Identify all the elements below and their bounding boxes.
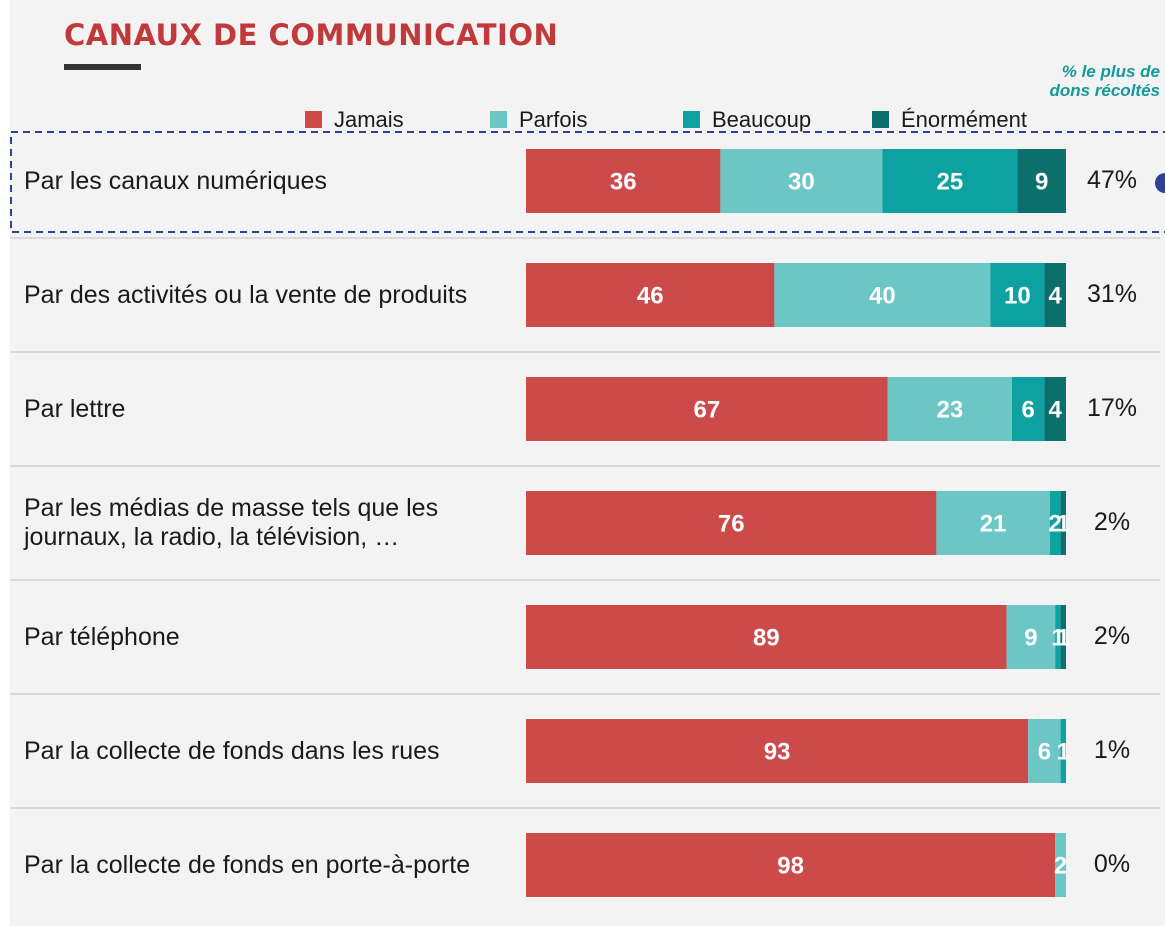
bar-segment — [1060, 605, 1066, 669]
legend-label: Jamais — [334, 107, 404, 132]
bar-segment — [887, 377, 1012, 441]
bar-value-label: 30 — [788, 168, 815, 195]
bar-value-label: 1 — [1057, 624, 1070, 651]
bar-segment — [720, 149, 883, 213]
bar-segment — [1028, 719, 1061, 783]
bar-value-label: 36 — [610, 168, 637, 195]
bar-segment — [1012, 377, 1045, 441]
share-label: 31% — [1086, 280, 1138, 308]
legend-label: Énormément — [901, 107, 1027, 132]
bar-value-label: 76 — [718, 510, 745, 537]
bar-value-label: 23 — [937, 396, 964, 423]
bar-value-label: 1 — [1057, 510, 1070, 537]
legend-swatch — [305, 111, 322, 128]
legend-swatch — [490, 111, 507, 128]
share-label: 0% — [1093, 850, 1131, 878]
chart-title: CANAUX DE COMMUNICATION — [64, 18, 559, 52]
bar-segment — [1060, 719, 1066, 783]
bar-segment — [882, 149, 1018, 213]
legend-label: Parfois — [519, 107, 587, 132]
bar-segment — [1017, 149, 1066, 213]
category-label: Par les canaux numériques — [24, 166, 327, 195]
bar-segment — [1060, 491, 1066, 555]
highlight-dot — [1155, 173, 1165, 193]
bar-segment — [526, 377, 888, 441]
bar-segment — [1055, 605, 1061, 669]
category-label: Par lettre — [24, 394, 126, 423]
bar-value-label: 6 — [1022, 396, 1035, 423]
category-label: Par des activités ou la vente de produit… — [24, 280, 468, 309]
bar-value-label: 98 — [777, 852, 804, 879]
bar-value-label: 2 — [1049, 510, 1062, 537]
bar-value-label: 2 — [1054, 852, 1067, 879]
bar-value-label: 93 — [764, 738, 791, 765]
share-label: 47% — [1086, 166, 1138, 194]
category-label: Par la collecte de fonds dans les rues — [24, 736, 440, 765]
bar-segment — [990, 263, 1045, 327]
bar-value-label: 4 — [1049, 282, 1063, 309]
share-label: 1% — [1093, 736, 1131, 764]
legend-label: Beaucoup — [712, 107, 811, 132]
bar-segment — [774, 263, 991, 327]
bar-segment — [526, 719, 1029, 783]
share-label: 2% — [1093, 622, 1131, 650]
bar-segment — [1044, 263, 1066, 327]
bar-value-label: 9 — [1035, 168, 1048, 195]
highlight-box — [10, 131, 1165, 233]
bar-segment — [526, 263, 775, 327]
bar-value-label: 1 — [1057, 738, 1070, 765]
bar-value-label: 6 — [1038, 738, 1051, 765]
legend-swatch — [872, 111, 889, 128]
legend-swatch — [683, 111, 700, 128]
share-title: % le plus de dons récoltés — [1049, 62, 1160, 100]
bar-segment — [526, 491, 937, 555]
bar-value-label: 21 — [980, 510, 1007, 537]
bar-value-label: 25 — [937, 168, 964, 195]
bar-segment — [526, 833, 1056, 897]
bar-value-label: 89 — [753, 624, 780, 651]
bar-value-label: 46 — [637, 282, 664, 309]
share-label: 2% — [1093, 508, 1131, 536]
bar-segment — [526, 605, 1007, 669]
bar-value-label: 67 — [694, 396, 721, 423]
title-underline — [64, 64, 141, 70]
bar-segment — [1044, 377, 1066, 441]
category-label: Par la collecte de fonds en porte-à-port… — [24, 850, 471, 879]
bar-value-label: 10 — [1004, 282, 1031, 309]
bar-value-label: 40 — [869, 282, 896, 309]
bar-segment — [1055, 833, 1066, 897]
category-label: Par téléphone — [24, 622, 180, 651]
bar-segment — [936, 491, 1050, 555]
bar-segment — [1049, 491, 1061, 555]
bar-segment — [1006, 605, 1056, 669]
bar-segment — [526, 149, 721, 213]
category-label: Par les médias de masse tels que les jou… — [24, 494, 439, 551]
bar-value-label: 9 — [1024, 624, 1037, 651]
bar-value-label: 4 — [1049, 396, 1063, 423]
share-label: 17% — [1086, 394, 1138, 422]
